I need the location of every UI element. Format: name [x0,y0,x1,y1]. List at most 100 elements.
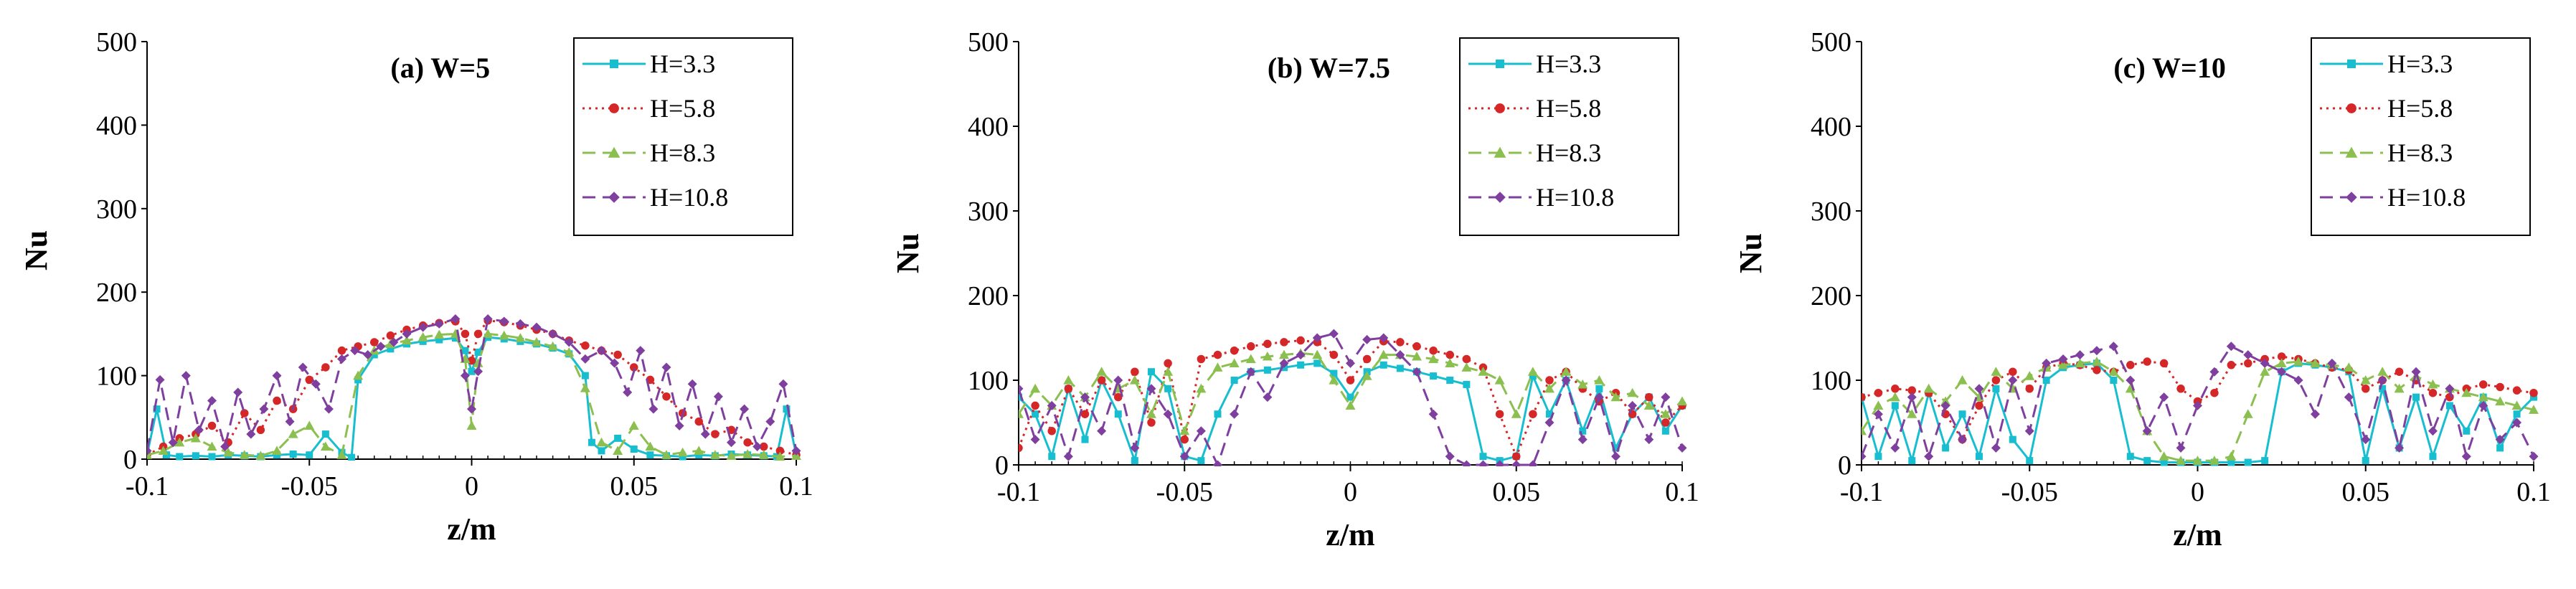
data-point [1661,427,1669,435]
y-tick-label: 100 [968,366,1009,396]
legend-box [2311,37,2531,236]
data-point [2478,392,2488,402]
data-point [1097,426,1107,436]
data-point [2377,375,2387,385]
data-point [1528,460,1538,466]
data-point [1862,425,1867,435]
data-point [466,420,477,430]
data-point [711,430,720,438]
legend-swatch-marker [608,146,621,158]
data-point [2108,367,2119,376]
series-line [147,319,797,456]
y-tick-label: 400 [1811,112,1851,142]
data-point [1212,362,1223,372]
data-point [155,374,165,385]
data-point [2009,435,2016,443]
data-point [1889,392,1900,402]
plot-area [147,314,801,461]
data-point [1297,361,1305,369]
data-point [1346,393,1354,401]
data-point [207,421,217,430]
data-point [1645,392,1653,402]
series-h-8-3 [1019,348,1687,435]
data-point [1196,426,1206,436]
data-point [2512,386,2521,395]
data-point [467,404,476,414]
legend-label: H=5.8 [2387,94,2453,123]
data-point [695,451,703,459]
data-point [580,354,590,364]
data-point [515,319,525,329]
data-point [2108,341,2118,352]
data-point [2478,400,2488,410]
series-h-10-8 [1019,329,1687,466]
data-point [337,346,346,355]
data-point [1940,396,1951,406]
data-point [1330,369,1338,377]
data-point [2260,358,2270,368]
series-line [1019,339,1684,460]
data-point [1661,392,1671,402]
data-point [1362,334,1372,344]
data-point [158,446,169,455]
data-point [1180,435,1189,444]
data-point [2513,410,2521,418]
legend-label: H=3.3 [2387,50,2453,78]
data-point [2192,456,2203,465]
data-point [1611,451,1620,461]
data-point [2244,359,2252,368]
data-point [1179,451,1189,461]
data-point [1247,342,1255,351]
data-point [1047,427,1056,435]
legend-swatch-marker [2346,103,2356,113]
data-point [272,446,282,455]
data-point [2463,427,2471,435]
data-point [336,450,347,459]
data-point [1512,452,1521,461]
data-point [354,376,362,384]
data-point [256,425,265,435]
data-point [460,371,470,381]
data-point [1991,376,2001,385]
data-point [1131,367,1139,376]
legend-label: H=8.3 [2387,138,2453,167]
x-tick-label: -0.1 [126,471,169,501]
plot-area [1862,341,2539,466]
data-point [646,451,654,459]
data-point [613,350,622,359]
legend-label: H=3.3 [650,50,715,78]
data-point [320,441,331,451]
data-point [1148,368,1155,376]
data-point [2142,426,2152,436]
data-point [2193,400,2202,410]
data-point [1262,351,1273,361]
legend-swatch-marker [1494,146,1506,158]
data-point [2210,388,2219,397]
data-point [532,337,542,347]
data-point [1080,410,1090,418]
data-point [564,347,575,357]
data-point [2495,435,2505,445]
x-tick-label: 0.05 [2342,477,2390,507]
data-point [1924,451,1934,461]
data-point [1445,350,1454,359]
legend-swatch-marker [608,192,620,203]
legend-swatch-marker [2346,192,2357,203]
data-point [1907,386,1917,395]
data-point [2042,358,2052,368]
data-point [662,392,671,401]
x-axis-title: z/m [2173,517,2222,552]
data-point [1196,383,1207,393]
data-point [1263,392,1273,402]
data-point [2478,380,2488,389]
data-point [2008,375,2018,385]
data-point [2243,350,2253,360]
data-point [239,450,250,459]
data-point [259,404,269,414]
data-point [2159,451,2169,461]
data-point [2126,375,2136,385]
data-point [1445,358,1456,367]
data-point [1992,385,2000,392]
data-point [1246,367,1256,377]
data-point [677,447,688,457]
